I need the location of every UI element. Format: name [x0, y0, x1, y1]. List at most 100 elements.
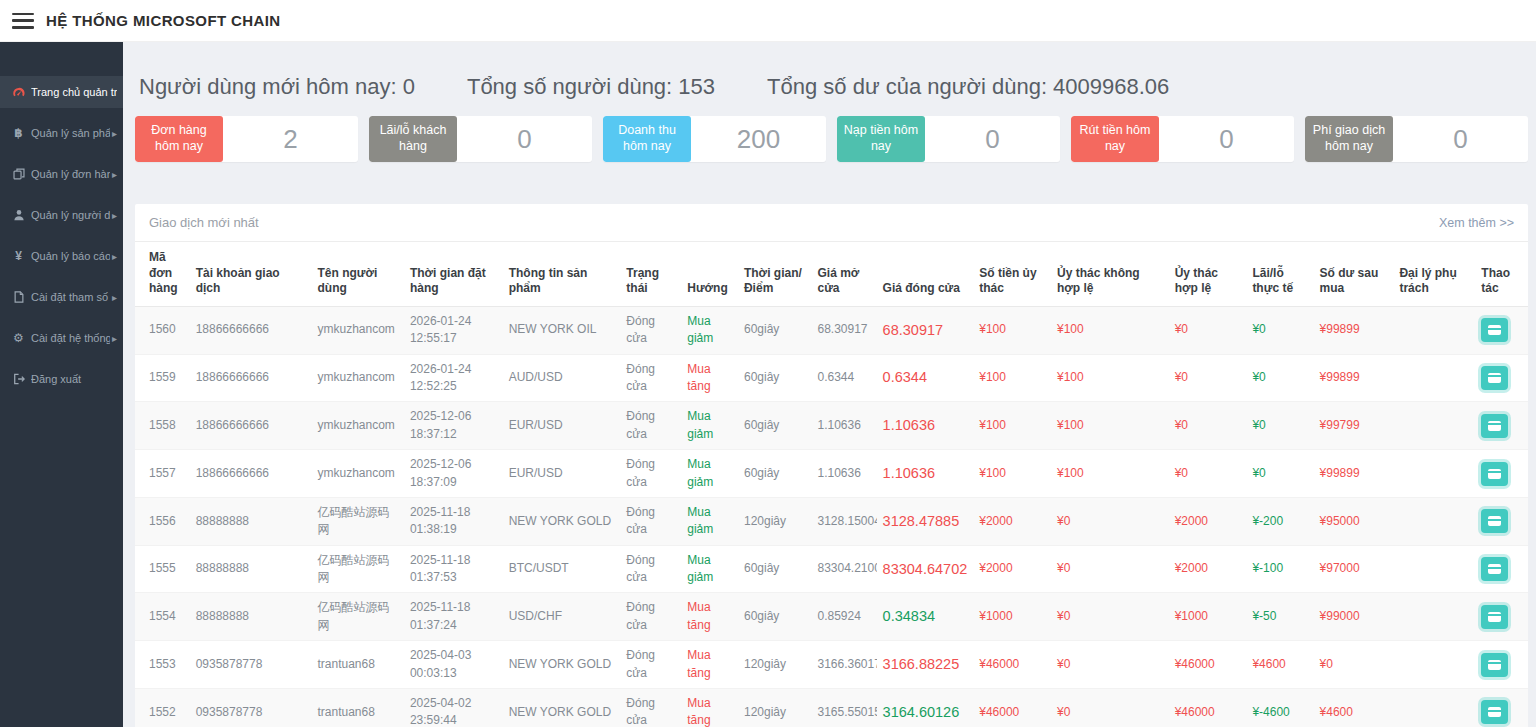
- order-time: 2025-12-06 18:37:12: [404, 402, 503, 450]
- table-body: 156018866666666ymkuzhancom2026-01-24 12:…: [135, 306, 1528, 727]
- card-label: Doanh thu hôm nay: [603, 116, 691, 162]
- invalid-entrust: ¥0: [1051, 641, 1169, 689]
- stat-text: Người dùng mới hôm nay: 0: [139, 74, 415, 100]
- period: 60giây: [738, 402, 812, 450]
- order-time: 2026-01-24 12:55:17: [404, 306, 503, 354]
- sidebar-item[interactable]: ฿Quản lý sản phẩm▸: [0, 117, 123, 149]
- close-price: 83304.64702: [877, 545, 974, 593]
- view-detail-button[interactable]: [1481, 366, 1508, 390]
- view-detail-button[interactable]: [1481, 509, 1508, 533]
- card-value: 0: [925, 116, 1060, 162]
- card-value: 0: [1159, 116, 1294, 162]
- invalid-entrust: ¥0: [1051, 497, 1169, 545]
- direction: Mua giảm: [681, 306, 738, 354]
- agent: [1393, 689, 1475, 727]
- status: Đóng cửa: [620, 402, 681, 450]
- status: Đóng cửa: [620, 689, 681, 727]
- view-detail-button[interactable]: [1481, 653, 1508, 677]
- caret-right-icon: ▸: [112, 251, 117, 262]
- sidebar-item[interactable]: Quản lý người dùng▸: [0, 199, 123, 231]
- entrust-amount: ¥100: [973, 402, 1051, 450]
- entrust-amount: ¥2000: [973, 497, 1051, 545]
- agent: [1393, 354, 1475, 402]
- view-detail-button[interactable]: [1481, 318, 1508, 342]
- sidebar-item[interactable]: Trang chủ quản trị: [0, 76, 123, 108]
- sidebar-item[interactable]: Cài đặt tham số▸: [0, 281, 123, 313]
- stat-text: Tổng số dư của người dùng: 4009968.06: [767, 74, 1169, 100]
- sidebar-item[interactable]: ⚙Cài đặt hệ thống▸: [0, 322, 123, 354]
- card-label: Nạp tiền hôm nay: [837, 116, 925, 162]
- agent: [1393, 497, 1475, 545]
- column-header: Số dư sau mua: [1314, 242, 1394, 306]
- panel-title: Giao dịch mới nhất: [149, 215, 259, 230]
- card-value: 0: [457, 116, 592, 162]
- sidebar-item[interactable]: Đăng xuất: [0, 363, 123, 395]
- sidebar-item-label: Quản lý đơn hàng: [31, 168, 110, 180]
- open-price: 3165.55015: [811, 689, 876, 727]
- order-id: 1552: [135, 689, 190, 727]
- view-detail-button[interactable]: [1481, 605, 1508, 629]
- order-time: 2025-11-18 01:38:19: [404, 497, 503, 545]
- sidebar-item[interactable]: Quản lý đơn hàng▸: [0, 158, 123, 190]
- caret-right-icon: ▸: [112, 128, 117, 139]
- operation-cell: [1475, 641, 1528, 689]
- sidebar-item-label: Đăng xuất: [31, 373, 117, 385]
- open-price: 3166.36017: [811, 641, 876, 689]
- caret-right-icon: ▸: [112, 210, 117, 221]
- list-card-icon: [1488, 469, 1501, 479]
- close-price: 3166.88225: [877, 641, 974, 689]
- invalid-entrust: ¥100: [1051, 402, 1169, 450]
- product: BTC/USDT: [503, 545, 621, 593]
- summary-card: Doanh thu hôm nay200: [603, 116, 826, 162]
- table-row: 155588888888亿码酷站源码网2025-11-18 01:37:53BT…: [135, 545, 1528, 593]
- period: 120giây: [738, 497, 812, 545]
- list-card-icon: [1488, 707, 1501, 717]
- list-card-icon: [1488, 325, 1501, 335]
- column-header: Mã đơn hàng: [135, 242, 190, 306]
- column-header: Thời gian đặt hàng: [404, 242, 503, 306]
- view-detail-button[interactable]: [1481, 414, 1508, 438]
- direction: Mua giảm: [681, 402, 738, 450]
- table-row: 155818866666666ymkuzhancom2025-12-06 18:…: [135, 402, 1528, 450]
- real-pnl: ¥4600: [1246, 641, 1313, 689]
- column-header: Giá mở cửa: [811, 242, 876, 306]
- balance-after: ¥0: [1314, 641, 1394, 689]
- table-row: 155488888888亿码酷站源码网2025-11-18 01:37:24US…: [135, 593, 1528, 641]
- view-detail-button[interactable]: [1481, 700, 1508, 724]
- valid-entrust: ¥2000: [1169, 497, 1247, 545]
- see-more-link[interactable]: Xem thêm >>: [1439, 216, 1514, 230]
- valid-entrust: ¥0: [1169, 354, 1247, 402]
- order-id: 1553: [135, 641, 190, 689]
- view-detail-button[interactable]: [1481, 462, 1508, 486]
- list-card-icon: [1488, 660, 1501, 670]
- real-pnl: ¥0: [1246, 354, 1313, 402]
- entrust-amount: ¥100: [973, 450, 1051, 498]
- order-time: 2025-04-03 00:03:13: [404, 641, 503, 689]
- trading-account: 18866666666: [190, 450, 312, 498]
- balance-after: ¥99899: [1314, 354, 1394, 402]
- open-price: 83304.21007: [811, 545, 876, 593]
- column-header: Giá đóng cửa: [877, 242, 974, 306]
- period: 120giây: [738, 689, 812, 727]
- operation-cell: [1475, 497, 1528, 545]
- caret-right-icon: ▸: [112, 292, 117, 303]
- view-detail-button[interactable]: [1481, 557, 1508, 581]
- card-value: 0: [1393, 116, 1528, 162]
- username: ymkuzhancom: [311, 354, 403, 402]
- sidebar-item-label: Quản lý báo cáo: [31, 250, 110, 262]
- real-pnl: ¥-200: [1246, 497, 1313, 545]
- valid-entrust: ¥0: [1169, 306, 1247, 354]
- menu-toggle-icon[interactable]: [12, 13, 34, 29]
- sidebar-item[interactable]: ¥Quản lý báo cáo▸: [0, 240, 123, 272]
- product: EUR/USD: [503, 402, 621, 450]
- trading-account: 88888888: [190, 593, 312, 641]
- agent: [1393, 450, 1475, 498]
- balance-after: ¥99899: [1314, 450, 1394, 498]
- trading-account: 18866666666: [190, 306, 312, 354]
- column-header: Hướng: [681, 242, 738, 306]
- valid-entrust: ¥46000: [1169, 689, 1247, 727]
- operation-cell: [1475, 593, 1528, 641]
- real-pnl: ¥0: [1246, 450, 1313, 498]
- period: 60giây: [738, 545, 812, 593]
- table-row: 156018866666666ymkuzhancom2026-01-24 12:…: [135, 306, 1528, 354]
